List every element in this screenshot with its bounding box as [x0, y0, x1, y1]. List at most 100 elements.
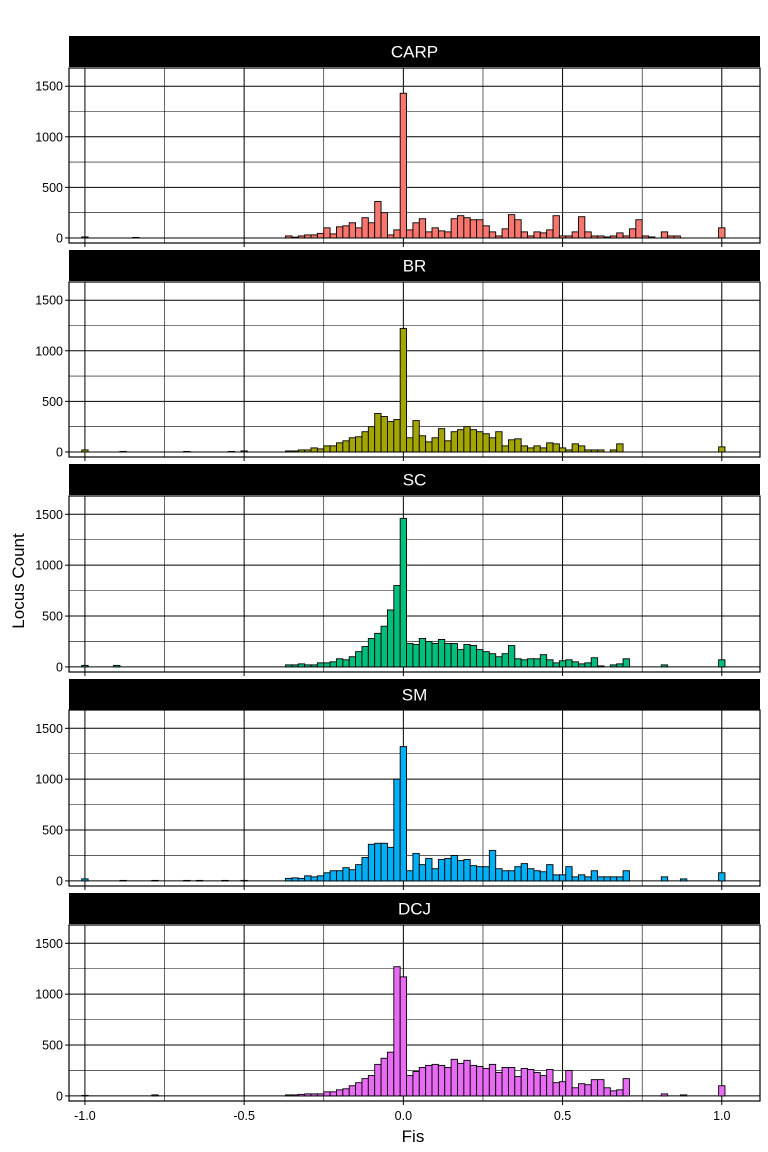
- histogram-bar: [450, 1058, 458, 1097]
- histogram-bar: [355, 436, 363, 453]
- histogram-bar: [450, 218, 458, 239]
- histogram-bar: [348, 869, 357, 882]
- histogram-bar: [399, 746, 407, 882]
- y-axis-title: Locus Count: [9, 533, 28, 629]
- facet-strip-label: SM: [402, 686, 428, 705]
- histogram-bar: [558, 874, 567, 882]
- histogram-bar: [488, 1063, 497, 1097]
- histogram-bar: [431, 868, 439, 882]
- histogram-bar: [718, 872, 726, 882]
- histogram-bar: [616, 876, 624, 882]
- histogram-bar: [501, 653, 509, 668]
- histogram-bar: [641, 235, 649, 239]
- facet-strip-label: DCJ: [398, 900, 431, 919]
- histogram-bar: [367, 426, 376, 453]
- histogram-bar: [514, 658, 522, 668]
- histogram-bar: [552, 215, 560, 239]
- histogram-bar: [406, 643, 414, 668]
- histogram-bar: [603, 1087, 611, 1097]
- histogram-bar: [355, 227, 363, 239]
- histogram-bar: [399, 92, 407, 239]
- histogram-bar: [374, 842, 382, 882]
- histogram-bar: [457, 215, 465, 239]
- histogram-bar: [336, 870, 344, 882]
- histogram-bar: [285, 450, 293, 453]
- histogram-bar: [718, 227, 726, 239]
- histogram-bar: [132, 236, 140, 239]
- histogram-bar: [527, 447, 535, 453]
- histogram-bar: [507, 214, 516, 239]
- histogram-bar: [418, 218, 427, 239]
- histogram-bar: [386, 846, 395, 882]
- histogram-bar: [386, 609, 395, 668]
- histogram-bar: [444, 440, 452, 453]
- histogram-bar: [361, 646, 369, 668]
- histogram-bar: [119, 879, 127, 882]
- histogram-bar: [660, 231, 669, 239]
- histogram-bar: [546, 864, 554, 882]
- histogram-bar: [367, 843, 376, 882]
- histogram-bar: [584, 662, 592, 668]
- histogram-bar: [584, 876, 592, 882]
- histogram-bar: [648, 236, 656, 239]
- histogram-bar: [616, 443, 624, 453]
- histogram-bar: [316, 875, 325, 882]
- histogram-bar: [431, 227, 439, 239]
- histogram-bar: [622, 870, 630, 882]
- histogram-bar: [386, 234, 395, 239]
- histogram-bar: [393, 585, 401, 668]
- histogram-bar: [482, 651, 490, 668]
- histogram-bar: [431, 643, 439, 668]
- histogram-bar: [323, 1091, 331, 1097]
- histogram-bar: [457, 429, 465, 453]
- histogram-bar: [622, 235, 630, 239]
- histogram-bar: [476, 219, 484, 239]
- histogram-bar: [578, 874, 586, 882]
- histogram-bar: [367, 1075, 376, 1097]
- histogram-bar: [527, 235, 535, 239]
- histogram-bar: [425, 641, 433, 668]
- histogram-bar: [444, 858, 452, 882]
- histogram-bar: [240, 879, 248, 882]
- histogram-bar: [718, 1085, 726, 1097]
- histogram-bar: [310, 447, 318, 453]
- y-tick-label: 0: [56, 1089, 63, 1103]
- histogram-bar: [444, 1066, 452, 1097]
- histogram-bar: [520, 231, 528, 239]
- histogram-bar: [469, 429, 478, 453]
- histogram-bar: [399, 976, 407, 1097]
- histogram-bar: [514, 1076, 522, 1097]
- histogram-bar: [527, 658, 535, 668]
- facet-strip: [69, 250, 760, 281]
- histogram-bar: [450, 643, 458, 668]
- histogram-bar: [374, 201, 382, 239]
- histogram-bar: [457, 860, 465, 882]
- histogram-bar: [393, 419, 401, 453]
- histogram-bar: [469, 219, 478, 239]
- histogram-bar: [514, 866, 522, 882]
- histogram-bar: [304, 875, 312, 882]
- histogram-bar: [501, 870, 509, 882]
- histogram-bar: [597, 1079, 605, 1097]
- histogram-bar: [482, 225, 490, 239]
- histogram-bar: [501, 445, 509, 453]
- histogram-bar: [304, 664, 312, 668]
- histogram-bar: [590, 657, 599, 668]
- histogram-bar: [374, 413, 382, 453]
- histogram-bar: [418, 864, 427, 882]
- y-tick-label: 1000: [35, 559, 63, 573]
- histogram-bar: [348, 437, 357, 453]
- x-axis-title: Fis: [402, 1127, 425, 1146]
- histogram-bar: [546, 442, 554, 453]
- y-tick-label: 0: [56, 231, 63, 245]
- histogram-bar: [546, 659, 554, 668]
- histogram-bar: [590, 235, 599, 239]
- histogram-bar: [406, 1075, 414, 1097]
- histogram-bar: [495, 656, 503, 668]
- histogram-bar: [609, 449, 618, 453]
- histogram-bar: [323, 227, 331, 239]
- histogram-bar: [718, 659, 726, 668]
- histogram-bar: [195, 879, 204, 882]
- histogram-bar: [444, 643, 452, 668]
- histogram-bar: [227, 450, 236, 453]
